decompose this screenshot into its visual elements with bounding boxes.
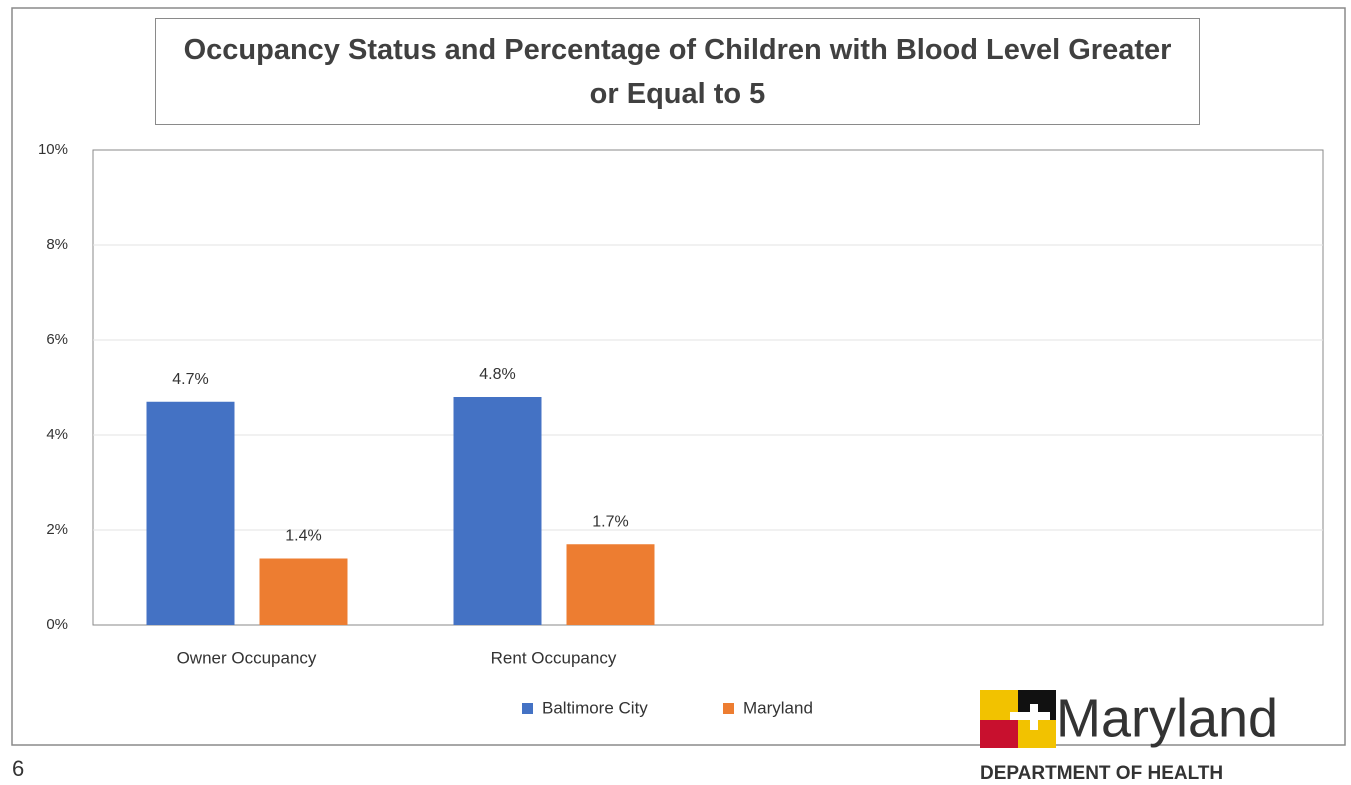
flag-cross — [1010, 704, 1050, 730]
y-tick-label: 10% — [38, 141, 68, 158]
bar — [566, 544, 655, 625]
data-label: 4.7% — [172, 371, 208, 388]
chart-frame — [11, 7, 1346, 746]
bar — [146, 401, 235, 625]
data-label: 4.8% — [479, 366, 515, 383]
bar — [259, 558, 348, 625]
logo-name: Maryland — [1056, 688, 1278, 748]
data-label: 1.4% — [285, 528, 321, 545]
bar — [453, 397, 542, 625]
flag-quarter — [980, 720, 1018, 748]
x-tick-label: Owner Occupancy — [177, 648, 317, 667]
y-tick-label: 6% — [46, 331, 68, 348]
y-tick-label: 8% — [46, 236, 68, 253]
logo-subtitle: DEPARTMENT OF HEALTH — [980, 763, 1223, 784]
legend-label: Maryland — [743, 698, 813, 717]
y-tick-label: 0% — [46, 616, 68, 633]
plot-area — [92, 149, 1324, 626]
chart-title: Occupancy Status and Percentage of Child… — [155, 18, 1200, 125]
legend-swatch — [522, 703, 533, 714]
y-tick-label: 4% — [46, 426, 68, 443]
data-label: 1.7% — [592, 513, 628, 530]
page-number: 6 — [12, 756, 24, 781]
logo-flag — [980, 690, 1056, 748]
legend-label: Baltimore City — [542, 698, 648, 717]
x-tick-label: Rent Occupancy — [491, 648, 617, 667]
legend-swatch — [723, 703, 734, 714]
y-tick-label: 2% — [46, 521, 68, 538]
